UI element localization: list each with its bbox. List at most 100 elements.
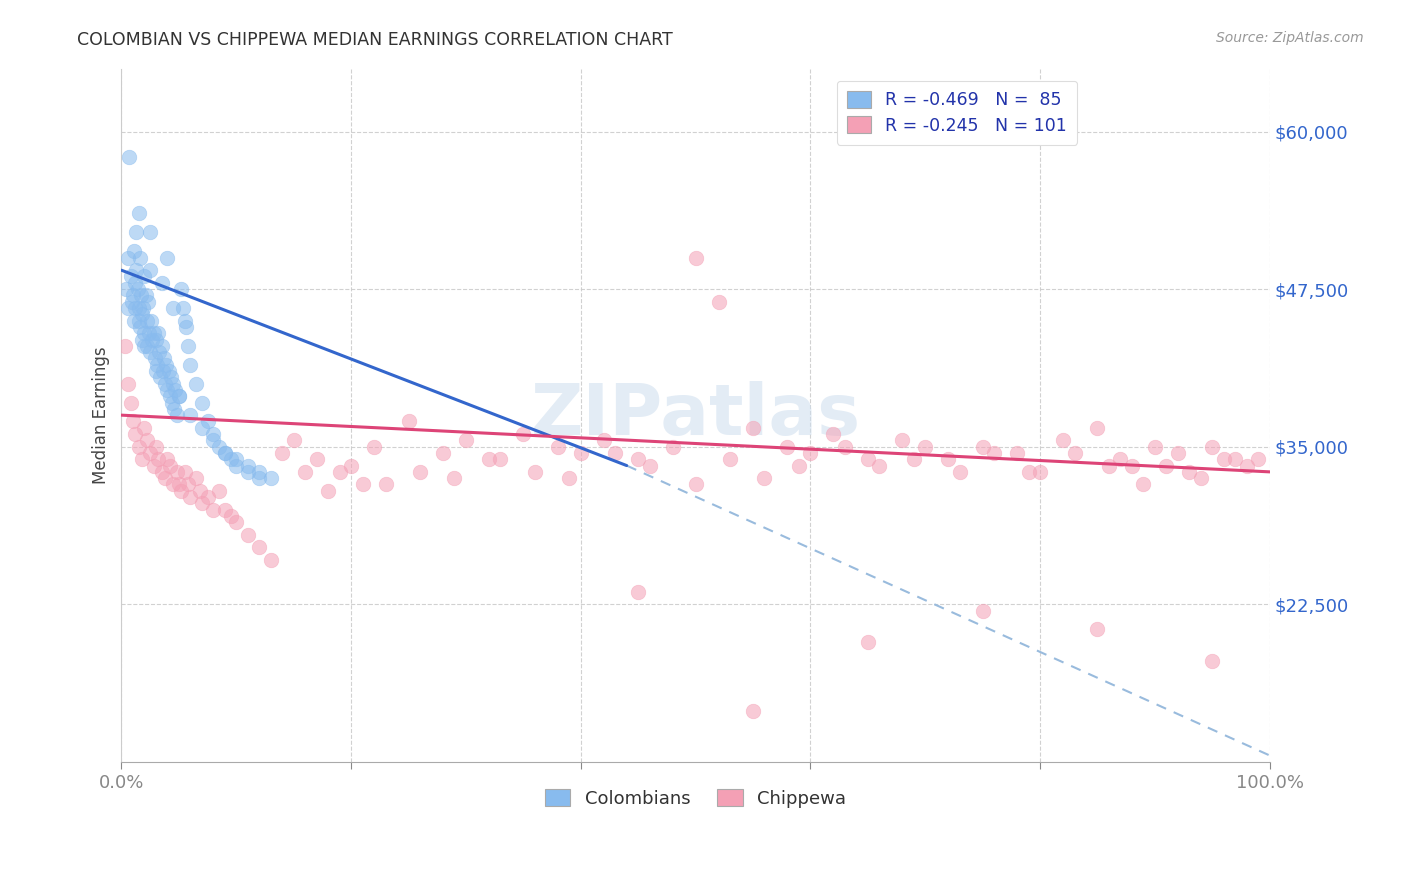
- Point: [152, 364, 174, 378]
- Point: [134, 339, 156, 353]
- Point: [225, 452, 247, 467]
- Point: [134, 269, 156, 284]
- Point: [914, 440, 936, 454]
- Text: Source: ZipAtlas.com: Source: ZipAtlas.com: [1216, 31, 1364, 45]
- Point: [247, 541, 270, 555]
- Point: [165, 383, 187, 397]
- Point: [742, 421, 765, 435]
- Point: [131, 333, 153, 347]
- Point: [149, 370, 172, 384]
- Point: [363, 440, 385, 454]
- Point: [156, 383, 179, 397]
- Point: [191, 395, 214, 409]
- Point: [787, 458, 810, 473]
- Y-axis label: Median Earnings: Median Earnings: [93, 346, 110, 484]
- Point: [159, 389, 181, 403]
- Point: [188, 483, 211, 498]
- Point: [605, 446, 627, 460]
- Point: [1098, 458, 1121, 473]
- Point: [145, 333, 167, 347]
- Point: [159, 370, 181, 384]
- Point: [1052, 434, 1074, 448]
- Point: [260, 471, 283, 485]
- Point: [121, 294, 143, 309]
- Point: [177, 339, 200, 353]
- Point: [122, 244, 145, 259]
- Point: [141, 313, 163, 327]
- Point: [856, 452, 879, 467]
- Point: [214, 446, 236, 460]
- Point: [153, 351, 176, 366]
- Point: [1247, 452, 1270, 467]
- Point: [1087, 623, 1109, 637]
- Point: [707, 294, 730, 309]
- Point: [776, 440, 799, 454]
- Point: [742, 704, 765, 718]
- Point: [1143, 440, 1166, 454]
- Point: [236, 465, 259, 479]
- Point: [305, 452, 328, 467]
- Point: [1087, 421, 1109, 435]
- Point: [754, 471, 776, 485]
- Point: [142, 458, 165, 473]
- Point: [167, 389, 190, 403]
- Point: [128, 206, 150, 220]
- Point: [139, 263, 162, 277]
- Point: [128, 313, 150, 327]
- Point: [179, 358, 201, 372]
- Point: [685, 477, 707, 491]
- Point: [142, 326, 165, 341]
- Point: [117, 301, 139, 315]
- Point: [127, 282, 149, 296]
- Point: [236, 458, 259, 473]
- Point: [134, 421, 156, 435]
- Point: [972, 603, 994, 617]
- Point: [398, 414, 420, 428]
- Text: ZIPatlas: ZIPatlas: [530, 381, 860, 450]
- Point: [718, 452, 741, 467]
- Point: [432, 446, 454, 460]
- Point: [191, 421, 214, 435]
- Point: [512, 427, 534, 442]
- Point: [120, 395, 142, 409]
- Point: [159, 458, 181, 473]
- Point: [124, 427, 146, 442]
- Point: [135, 313, 157, 327]
- Point: [1063, 446, 1085, 460]
- Point: [856, 635, 879, 649]
- Point: [558, 471, 581, 485]
- Point: [132, 301, 155, 315]
- Point: [172, 301, 194, 315]
- Point: [1132, 477, 1154, 491]
- Point: [150, 276, 173, 290]
- Point: [294, 465, 316, 479]
- Point: [638, 458, 661, 473]
- Point: [454, 434, 477, 448]
- Point: [141, 333, 163, 347]
- Point: [146, 358, 169, 372]
- Legend: Colombians, Chippewa: Colombians, Chippewa: [537, 782, 853, 815]
- Point: [179, 408, 201, 422]
- Point: [170, 483, 193, 498]
- Point: [949, 465, 972, 479]
- Point: [627, 452, 650, 467]
- Point: [162, 376, 184, 391]
- Point: [1156, 458, 1178, 473]
- Point: [150, 339, 173, 353]
- Point: [283, 434, 305, 448]
- Point: [891, 434, 914, 448]
- Point: [972, 440, 994, 454]
- Point: [443, 471, 465, 485]
- Point: [569, 446, 592, 460]
- Point: [148, 452, 170, 467]
- Point: [173, 465, 195, 479]
- Point: [153, 376, 176, 391]
- Point: [1018, 465, 1040, 479]
- Point: [208, 440, 231, 454]
- Point: [316, 483, 339, 498]
- Point: [139, 226, 162, 240]
- Point: [166, 408, 188, 422]
- Point: [122, 414, 145, 428]
- Point: [125, 226, 148, 240]
- Point: [661, 440, 683, 454]
